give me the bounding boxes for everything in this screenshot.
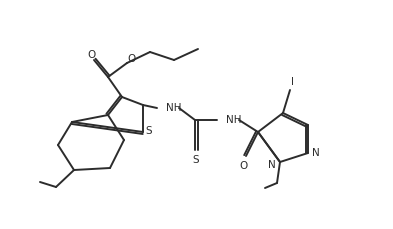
Text: S: S xyxy=(146,126,152,136)
Text: O: O xyxy=(240,161,248,171)
Text: N: N xyxy=(312,148,320,158)
Text: I: I xyxy=(290,77,294,87)
Text: NH: NH xyxy=(226,115,242,125)
Text: O: O xyxy=(87,50,95,60)
Text: S: S xyxy=(193,155,199,165)
Text: NH: NH xyxy=(166,103,182,113)
Text: N: N xyxy=(268,160,276,170)
Text: O: O xyxy=(127,54,135,64)
